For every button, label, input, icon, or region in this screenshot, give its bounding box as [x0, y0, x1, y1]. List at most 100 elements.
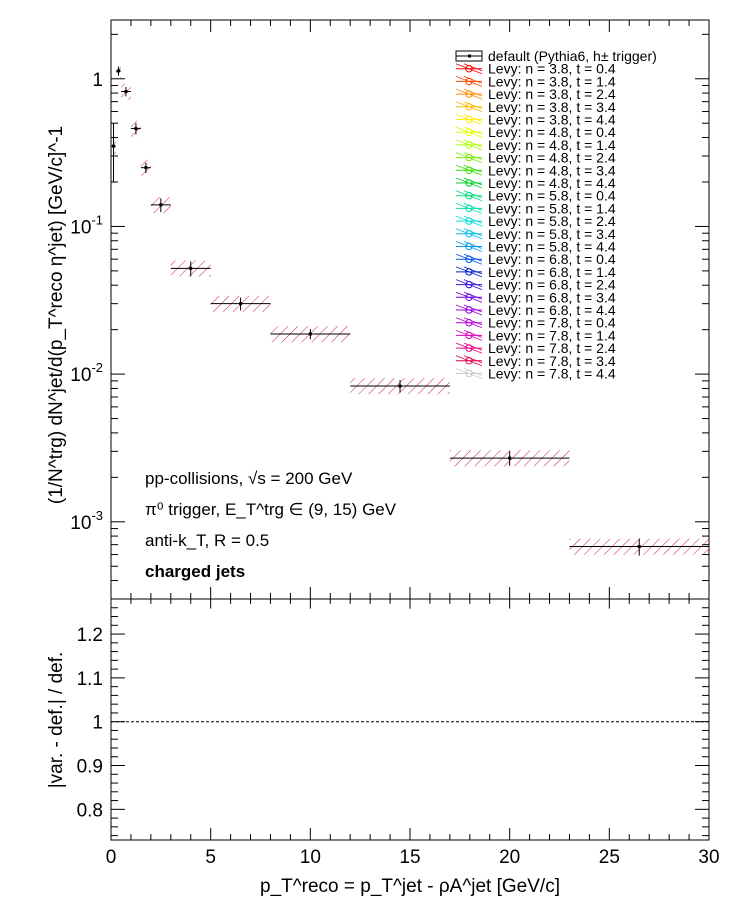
legend-entry-variation: Levy: n = 6.8, t = 4.4 [455, 302, 616, 318]
legend-marker [465, 90, 473, 98]
legend-hatch [463, 342, 483, 351]
legend-hatch [463, 304, 483, 313]
legend-entry-variation: Levy: n = 3.8, t = 4.4 [455, 112, 616, 128]
default-point [637, 545, 641, 549]
legend-marker [465, 204, 473, 213]
default-point [239, 302, 243, 306]
legend-hatch [463, 76, 483, 84]
x-tick-label: 20 [499, 847, 520, 868]
y-axis-label-bottom: |var. - def.| / def. [46, 652, 67, 789]
legend-hatch [463, 164, 483, 173]
legend-entry-variation: Levy: n = 6.8, t = 2.4 [455, 277, 616, 293]
y-tick-label-bottom: 1.2 [77, 625, 103, 646]
legend-label: Levy: n = 4.8, t = 1.4 [488, 137, 616, 153]
legend-entry-variation: Levy: n = 6.8, t = 1.4 [455, 264, 616, 280]
legend-entry-variation: Levy: n = 7.8, t = 2.4 [455, 340, 616, 356]
x-tick-label: 10 [300, 847, 321, 868]
annotation-collisions: pp-collisions, √s = 200 GeV [145, 469, 353, 488]
legend-entry-variation: Levy: n = 5.8, t = 0.4 [455, 188, 616, 204]
legend-marker [465, 280, 473, 289]
legend-hatch [463, 177, 483, 186]
legend-marker [465, 128, 473, 136]
legend-marker [465, 319, 473, 327]
legend-label: Levy: n = 7.8, t = 2.4 [488, 340, 616, 356]
legend-label: Levy: n = 5.8, t = 3.4 [488, 226, 616, 242]
legend-entry-variation: Levy: n = 4.8, t = 3.4 [455, 162, 616, 178]
legend-entry-variation: Levy: n = 7.8, t = 4.4 [455, 366, 616, 382]
legend-entry-variation: Levy: n = 6.8, t = 0.4 [455, 251, 616, 267]
legend-entry-variation: Levy: n = 7.8, t = 1.4 [455, 327, 616, 343]
default-point [111, 144, 115, 148]
legend-label: Levy: n = 5.8, t = 4.4 [488, 239, 616, 255]
legend-hatch [463, 253, 483, 262]
legend-entry-variation: Levy: n = 7.8, t = 0.4 [455, 315, 616, 331]
legend-label-default: default (Pythia6, h± trigger) [488, 48, 657, 64]
legend-hatch [463, 355, 483, 364]
legend-label: Levy: n = 7.8, t = 0.4 [488, 315, 616, 331]
legend-label: Levy: n = 5.8, t = 1.4 [488, 200, 616, 216]
legend-marker [465, 65, 473, 73]
legend-entry-variation: Levy: n = 4.8, t = 0.4 [455, 124, 616, 140]
x-tick-label: 30 [698, 847, 719, 868]
legend-entry-variation: Levy: n = 4.8, t = 2.4 [455, 150, 616, 166]
legend-label: Levy: n = 3.8, t = 2.4 [488, 86, 616, 102]
legend-hatch [463, 190, 483, 199]
legend-marker [465, 77, 473, 86]
default-point [159, 203, 163, 207]
legend-entry-variation: Levy: n = 5.8, t = 2.4 [455, 213, 616, 229]
legend-label: Levy: n = 6.8, t = 3.4 [488, 289, 616, 305]
legend-entry-variation: Levy: n = 7.8, t = 3.4 [455, 353, 616, 369]
annotation-algorithm: anti-k_T, R = 0.5 [145, 531, 269, 550]
default-point [308, 332, 312, 336]
legend-label: Levy: n = 4.8, t = 4.4 [488, 175, 616, 191]
legend-hatch [463, 317, 483, 326]
legend-label: Levy: n = 4.8, t = 3.4 [488, 162, 616, 178]
legend-hatch [463, 241, 483, 249]
legend-hatch [463, 330, 483, 338]
legend-hatch [463, 126, 483, 135]
legend-marker [465, 357, 473, 365]
default-point [124, 89, 128, 93]
legend-marker [465, 306, 473, 314]
legend-hatch [463, 139, 483, 148]
legend-hatch [463, 88, 483, 97]
legend-hatch [463, 203, 483, 211]
annotation-trigger: π⁰ trigger, E_T^trg ∈ (9, 15) GeV [145, 500, 397, 519]
legend-label: Levy: n = 6.8, t = 0.4 [488, 251, 616, 267]
legend-entry-variation: Levy: n = 4.8, t = 1.4 [455, 137, 616, 153]
legend-marker [465, 217, 473, 225]
y-tick-label-top: 10-3 [70, 508, 103, 534]
x-tick-label: 15 [399, 847, 420, 868]
legend-entry-variation: Levy: n = 5.8, t = 1.4 [455, 200, 616, 216]
legend-marker [465, 115, 473, 124]
legend-label: Levy: n = 5.8, t = 0.4 [488, 188, 616, 204]
legend-marker [465, 268, 473, 276]
default-point [189, 266, 193, 270]
legend-marker [465, 166, 473, 175]
legend-marker [465, 242, 473, 251]
y-tick-label-top: 10-2 [70, 360, 103, 386]
legend-hatch [463, 266, 483, 275]
legend-marker [465, 230, 473, 238]
bottom-frame-rect [110, 598, 710, 841]
legend-entry-variation: Levy: n = 3.8, t = 1.4 [455, 73, 616, 89]
y-axis-label-top: (1/N^trg) dN^jet/d(p_T^reco η^jet) [GeV/… [46, 126, 67, 504]
legend-entry-variation: Levy: n = 6.8, t = 3.4 [455, 289, 616, 305]
legend: default (Pythia6, h± trigger)Levy: n = 3… [455, 48, 657, 382]
legend-marker [465, 153, 473, 162]
y-tick-label-top: 1 [92, 70, 103, 91]
legend-hatch [463, 152, 483, 160]
legend-hatch [463, 291, 483, 300]
default-point [144, 166, 148, 170]
annotation-block: pp-collisions, √s = 200 GeV π⁰ trigger, … [145, 469, 397, 581]
legend-marker [465, 179, 473, 187]
legend-hatch [463, 101, 483, 110]
legend-hatch [463, 279, 483, 287]
legend-label: Levy: n = 3.8, t = 0.4 [488, 61, 616, 77]
top-plot-area [111, 63, 709, 556]
x-tick-label: 5 [205, 847, 216, 868]
y-tick-label-bottom: 0.8 [77, 800, 103, 821]
y-tick-label-bottom: 1.1 [77, 669, 103, 690]
legend-entry-variation: Levy: n = 4.8, t = 4.4 [455, 175, 616, 191]
